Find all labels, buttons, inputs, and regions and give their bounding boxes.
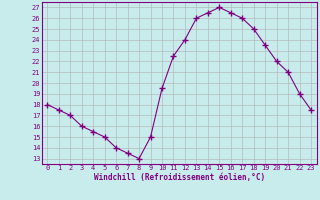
X-axis label: Windchill (Refroidissement éolien,°C): Windchill (Refroidissement éolien,°C) (94, 173, 265, 182)
